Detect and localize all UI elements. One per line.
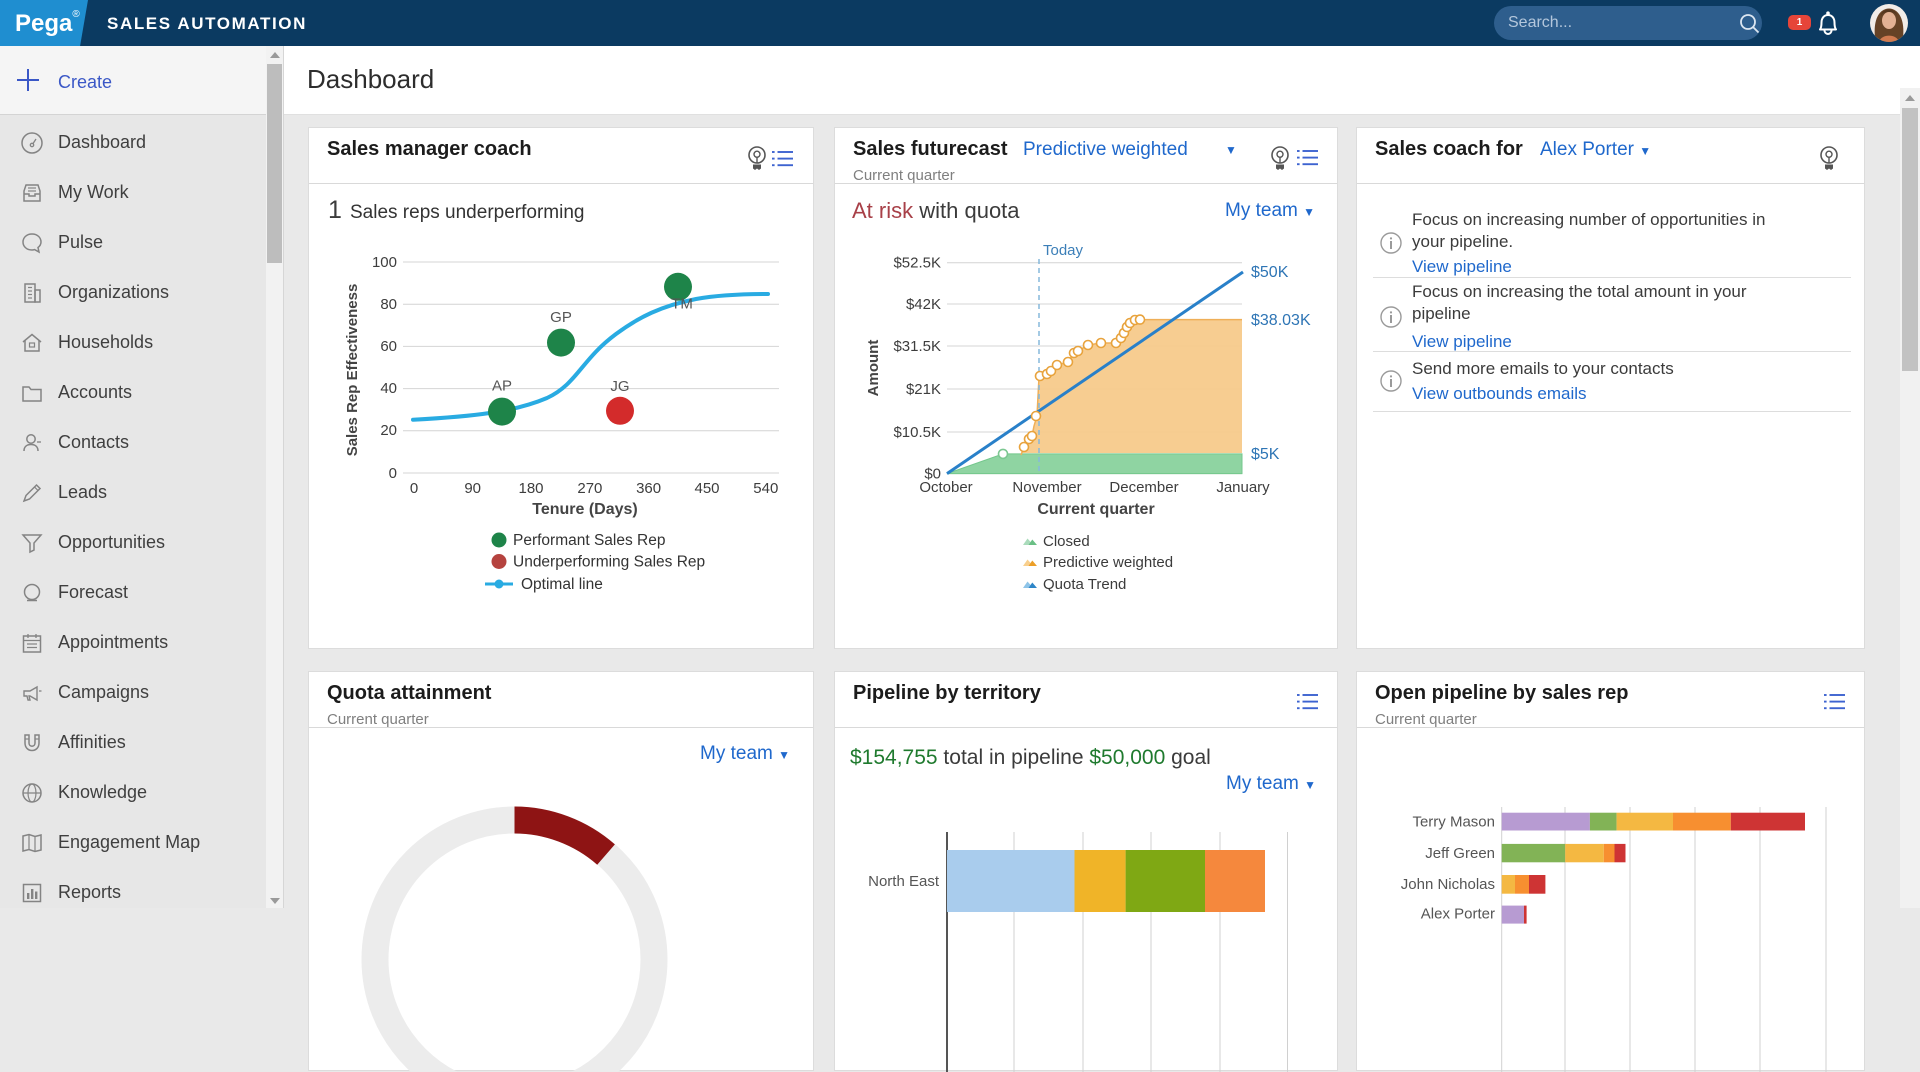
svg-text:Terry Mason: Terry Mason (1412, 814, 1495, 831)
svg-text:Jeff Green: Jeff Green (1425, 845, 1495, 862)
svg-text:$50K: $50K (1251, 264, 1289, 281)
svg-text:$42K: $42K (906, 296, 941, 313)
svg-text:90: 90 (464, 480, 481, 497)
svg-text:December: December (1109, 479, 1178, 496)
svg-text:$21K: $21K (906, 381, 941, 398)
svg-text:John Nicholas: John Nicholas (1401, 876, 1495, 893)
svg-text:October: October (919, 479, 972, 496)
svg-text:Optimal line: Optimal line (521, 576, 603, 593)
svg-text:0: 0 (410, 480, 418, 497)
svg-text:270: 270 (577, 480, 602, 497)
svg-text:$31.5K: $31.5K (893, 338, 941, 355)
svg-text:Closed: Closed (1043, 533, 1090, 550)
svg-text:Alex Porter: Alex Porter (1421, 906, 1495, 923)
svg-text:Amount: Amount (865, 340, 882, 397)
svg-text:540: 540 (753, 480, 778, 497)
svg-text:Tenure (Days): Tenure (Days) (532, 501, 638, 518)
svg-text:80: 80 (380, 296, 397, 313)
svg-text:$38.03K: $38.03K (1251, 312, 1311, 329)
svg-text:0: 0 (389, 465, 397, 482)
svg-text:$10.5K: $10.5K (893, 424, 941, 441)
svg-text:November: November (1012, 479, 1081, 496)
svg-text:January: January (1216, 479, 1270, 496)
svg-text:Sales Rep Effectiveness: Sales Rep Effectiveness (344, 284, 361, 457)
svg-text:60: 60 (380, 338, 397, 355)
svg-text:$52.5K: $52.5K (893, 255, 941, 272)
svg-text:20: 20 (380, 422, 397, 439)
svg-text:360: 360 (636, 480, 661, 497)
svg-text:JG: JG (610, 378, 629, 395)
svg-text:40: 40 (380, 380, 397, 397)
svg-text:GP: GP (550, 309, 572, 326)
svg-text:450: 450 (694, 480, 719, 497)
svg-text:Underperforming Sales Rep: Underperforming Sales Rep (513, 554, 705, 571)
svg-text:TM: TM (671, 296, 693, 313)
svg-text:Current quarter: Current quarter (1037, 501, 1154, 518)
svg-text:Predictive weighted: Predictive weighted (1043, 554, 1173, 571)
svg-text:Quota Trend: Quota Trend (1043, 576, 1126, 593)
svg-text:180: 180 (518, 480, 543, 497)
svg-text:$0: $0 (924, 466, 941, 483)
svg-text:AP: AP (492, 378, 512, 395)
svg-text:100: 100 (372, 254, 397, 271)
svg-text:Performant Sales Rep: Performant Sales Rep (513, 532, 666, 549)
svg-text:North East: North East (868, 873, 940, 890)
svg-text:$5K: $5K (1251, 446, 1280, 463)
svg-text:Today: Today (1043, 242, 1084, 259)
